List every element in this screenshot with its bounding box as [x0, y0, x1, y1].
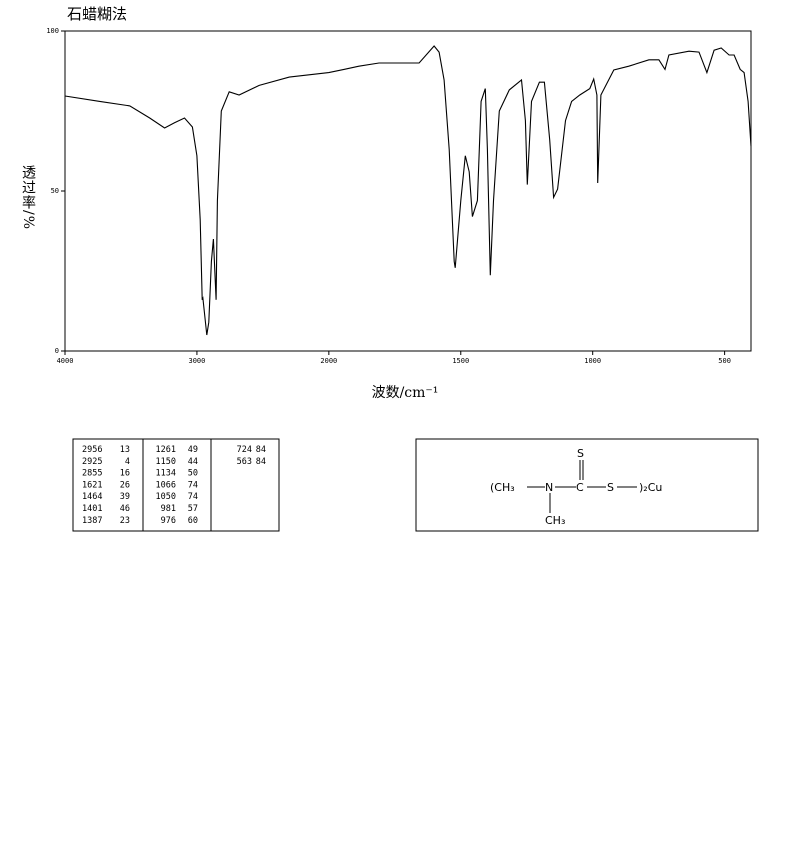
atom: )₂Cu	[639, 481, 662, 494]
table-cell: 981	[161, 504, 176, 514]
x-axis-label: 波数/cm⁻¹	[372, 385, 439, 401]
x-tick-label: 2000	[320, 357, 337, 365]
x-tick-label: 500	[718, 357, 731, 365]
structure-bonds	[527, 460, 637, 513]
peak-table-frame	[72, 438, 280, 532]
structure-frame	[415, 438, 759, 532]
atom: S	[607, 481, 614, 494]
table-cell: 2956	[82, 445, 102, 455]
atom: C	[576, 481, 584, 494]
table-cell: 1621	[82, 480, 102, 490]
table-cell: 1050	[156, 492, 176, 502]
table-cell: 13	[120, 445, 130, 455]
atom: N	[545, 481, 553, 494]
chart-title: 石蜡糊法	[67, 5, 127, 23]
table-cell: 976	[161, 516, 176, 526]
table-cell: 1401	[82, 504, 102, 514]
y-tick-label: 50	[51, 187, 59, 195]
x-tick-label: 3000	[188, 357, 205, 365]
table-cell: 2925	[82, 457, 102, 467]
table-cell: 46	[120, 504, 130, 514]
table-cell: 1387	[82, 516, 102, 526]
table-cell: 2855	[82, 469, 102, 479]
x-tick-label: 1000	[584, 357, 601, 365]
table-cell: 44	[188, 457, 198, 467]
table-cell: 16	[120, 469, 130, 479]
x-tick-label: 4000	[57, 357, 74, 365]
plot-frame	[64, 30, 752, 352]
table-cell: 724	[237, 445, 252, 455]
table-cell: 60	[188, 516, 198, 526]
table-cell: 74	[188, 492, 198, 502]
table-cell: 4	[125, 457, 130, 467]
table-cell: 50	[188, 469, 198, 479]
atom: (CH₃	[490, 481, 515, 494]
table-cell: 563	[237, 457, 252, 467]
atom: CH₃	[545, 514, 565, 527]
y-axis-label: 透过率/%	[20, 165, 36, 230]
table-cell: 26	[120, 480, 130, 490]
table-cell: 1066	[156, 480, 176, 490]
table-cell: 49	[188, 445, 198, 455]
y-tick-label: 0	[55, 347, 59, 355]
x-tick-label: 1500	[452, 357, 469, 365]
table-cell: 1134	[156, 469, 176, 479]
table-cell: 84	[256, 457, 266, 467]
table-cell: 23	[120, 516, 130, 526]
y-tick-label: 100	[46, 27, 59, 35]
table-cell: 74	[188, 480, 198, 490]
atom: S	[577, 447, 584, 460]
table-cell: 1261	[156, 445, 176, 455]
spectrum-line	[64, 45, 752, 336]
table-cell: 57	[188, 504, 198, 514]
table-cell: 1150	[156, 457, 176, 467]
table-cell: 1464	[82, 492, 102, 502]
table-cell: 39	[120, 492, 130, 502]
table-cell: 84	[256, 445, 266, 455]
